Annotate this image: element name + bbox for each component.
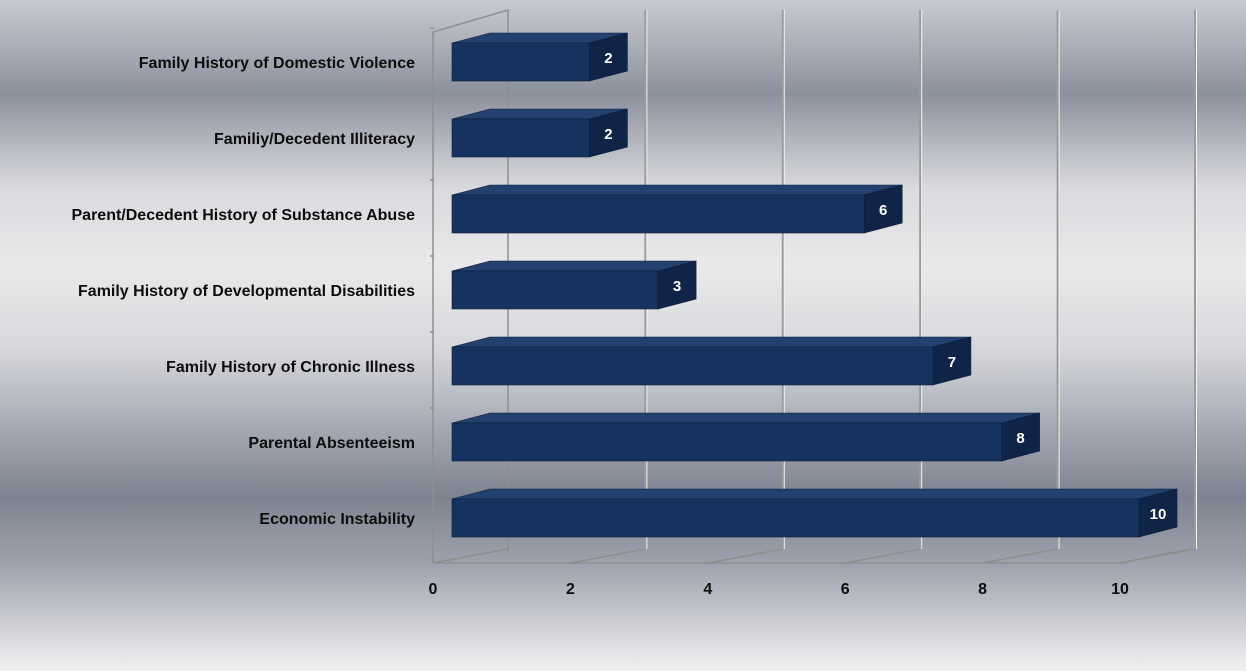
- floor-gridline-2: [570, 548, 646, 564]
- bar-top-face: [451, 488, 1178, 500]
- bar-value-label: 2: [604, 126, 612, 143]
- bar-top-face: [451, 184, 903, 196]
- bar-value-label: 8: [1016, 430, 1024, 447]
- category-label: Parental Absenteeism: [248, 435, 415, 452]
- floor-gridline-8: [982, 548, 1058, 564]
- floor-gridline-0: [432, 548, 509, 564]
- bar-top-face: [451, 336, 971, 348]
- category-label: Family History of Developmental Disabili…: [78, 283, 415, 300]
- chart-bars: 2 2 6 3 7 8 10: [451, 32, 1178, 538]
- bar: [451, 42, 590, 82]
- bar: [451, 118, 590, 158]
- x-tick-label: 10: [1111, 581, 1129, 598]
- category-label: Familiy/Decedent Illiteracy: [214, 131, 415, 148]
- bar-value-label: 3: [673, 278, 681, 295]
- x-tick-label: 4: [703, 581, 712, 598]
- category-labels: Family History of Domestic Violence Famil…: [72, 55, 416, 528]
- bar-value-label: 7: [948, 354, 956, 371]
- bar: [451, 346, 934, 386]
- floor-gridline-6: [845, 548, 921, 564]
- category-label: Economic Instability: [259, 511, 415, 528]
- x-axis-tick-labels: 0 2 4 6 8 10: [429, 581, 1129, 598]
- bar: [451, 270, 659, 310]
- category-label: Parent/Decedent History of Substance Abu…: [72, 207, 416, 224]
- category-label: Family History of Chronic Illness: [166, 359, 415, 376]
- x-tick-label: 0: [429, 581, 438, 598]
- x-tick-label: 2: [566, 581, 575, 598]
- bar-value-label: 2: [604, 50, 612, 67]
- bar-value-label: 10: [1150, 506, 1167, 523]
- x-tick-label: 6: [841, 581, 850, 598]
- floor-front-edge: [433, 548, 1191, 564]
- x-tick-label: 8: [978, 581, 987, 598]
- floor-gridline-4: [707, 548, 783, 564]
- bar: [451, 422, 1002, 462]
- bar: [451, 498, 1140, 538]
- bar-top-face: [451, 260, 697, 272]
- bar-top-face: [451, 412, 1040, 424]
- bar: [451, 194, 865, 234]
- category-label: Family History of Domestic Violence: [139, 55, 415, 72]
- floor-gridline-10: [1119, 548, 1196, 564]
- bar-value-label: 6: [879, 202, 887, 219]
